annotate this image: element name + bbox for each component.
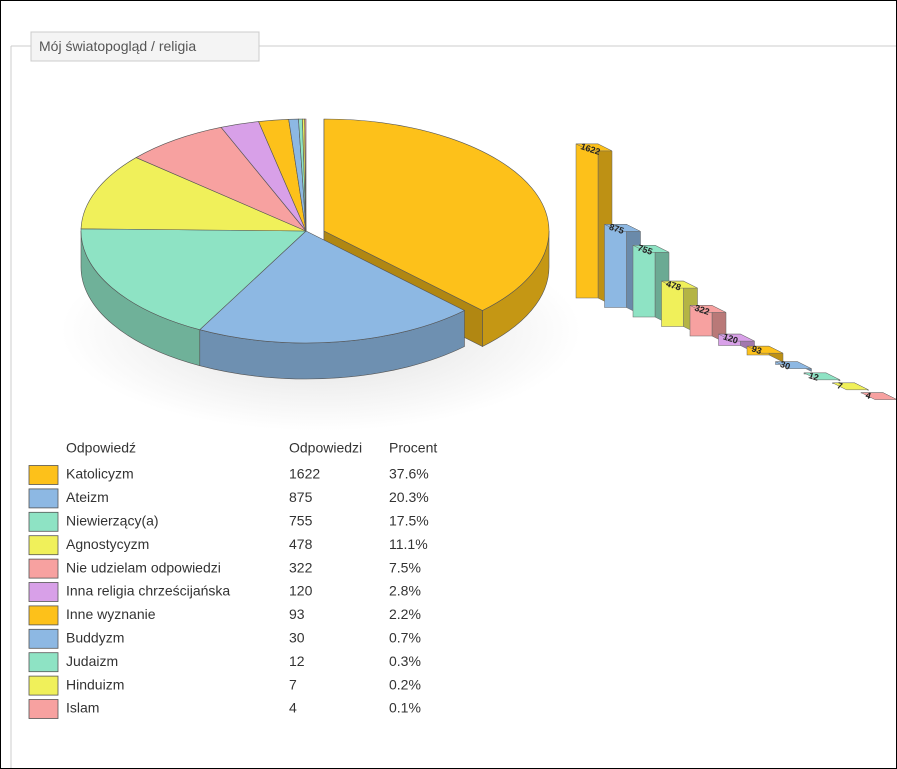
bar-value-label: 478 [665, 278, 682, 292]
bar-top [661, 280, 698, 289]
row-count: 322 [289, 559, 313, 575]
bar-value-label: 755 [636, 243, 653, 257]
pie-slice [199, 230, 466, 344]
row-name: Ateizm [66, 489, 109, 505]
bar-top [575, 143, 613, 152]
row-count: 478 [289, 536, 313, 552]
row-name: Agnostycyzm [66, 536, 149, 552]
legend-swatch [28, 488, 59, 509]
row-count: 875 [289, 489, 313, 505]
row-percent: 7.5% [389, 559, 421, 575]
pie-slice [304, 118, 307, 232]
legend-swatch [28, 605, 59, 626]
panel-title: Mój światopogląd / religia [39, 38, 196, 54]
bar-top [746, 345, 784, 354]
bar-top [632, 245, 670, 253]
row-count: 93 [289, 606, 305, 622]
legend-swatch [28, 652, 59, 673]
bar-value-label: 875 [608, 222, 625, 236]
bar-value-label: 12 [807, 370, 820, 383]
row-name: Hinduizm [66, 676, 124, 692]
bar-top [803, 372, 841, 381]
row-percent: 37.6% [389, 466, 429, 482]
legend-swatch [28, 628, 59, 649]
row-count: 755 [289, 513, 313, 529]
bar-value-label: 7 [836, 380, 844, 391]
legend-swatch [28, 675, 59, 696]
bar-value-label: 93 [750, 344, 763, 357]
row-name: Katolicyzm [66, 466, 134, 482]
row-count: 4 [289, 700, 297, 716]
row-name: Inne wyznanie [66, 606, 156, 622]
bar-top [718, 333, 755, 342]
panel-legend-box [30, 31, 260, 62]
bar-value-label: 120 [722, 331, 739, 345]
row-percent: 17.5% [389, 513, 429, 529]
row-count: 1622 [289, 466, 320, 482]
legend-swatch [28, 582, 59, 602]
row-percent: 0.2% [389, 676, 421, 692]
table-header: Odpowiedź [66, 440, 136, 456]
legend-swatch [28, 511, 59, 532]
row-name: Judaizm [66, 653, 118, 669]
bar-value-label: 30 [779, 359, 792, 372]
row-name: Nie udzielam odpowiedzi [66, 559, 221, 575]
pie-slice [80, 157, 307, 232]
row-percent: 2.8% [389, 583, 421, 599]
bar-top [689, 305, 727, 313]
row-count: 30 [289, 630, 305, 646]
pie-slice [323, 118, 550, 311]
bar-top [604, 224, 641, 232]
legend-swatch [28, 535, 59, 556]
legend-swatch [28, 558, 59, 579]
row-count: 7 [289, 676, 297, 692]
table-header: Procent [389, 440, 437, 456]
bar-value-label: 4 [864, 390, 872, 401]
row-percent: 2.2% [389, 606, 421, 622]
row-name: Buddyzm [66, 630, 124, 646]
row-count: 12 [289, 653, 305, 669]
bar [604, 224, 627, 308]
row-name: Inna religia chrześcijańska [66, 583, 230, 599]
table-header: Odpowiedzi [289, 440, 362, 456]
row-percent: 0.3% [389, 653, 421, 669]
bar-top [832, 382, 869, 391]
row-percent: 0.1% [389, 700, 421, 716]
bar-top [860, 392, 896, 400]
bar-top [775, 361, 812, 369]
row-percent: 11.1% [389, 536, 428, 552]
pie-slice [135, 126, 307, 232]
row-count: 120 [289, 583, 313, 599]
legend-swatch [28, 699, 59, 719]
pie-slice [80, 228, 307, 331]
bar [632, 245, 656, 318]
row-name: Niewierzący(a) [66, 513, 159, 529]
bar-value-label: 322 [693, 303, 710, 317]
legend-swatch [28, 465, 59, 485]
row-percent: 20.3% [389, 489, 429, 505]
bar [575, 143, 599, 299]
row-percent: 0.7% [389, 630, 421, 646]
row-name: Islam [66, 700, 99, 716]
